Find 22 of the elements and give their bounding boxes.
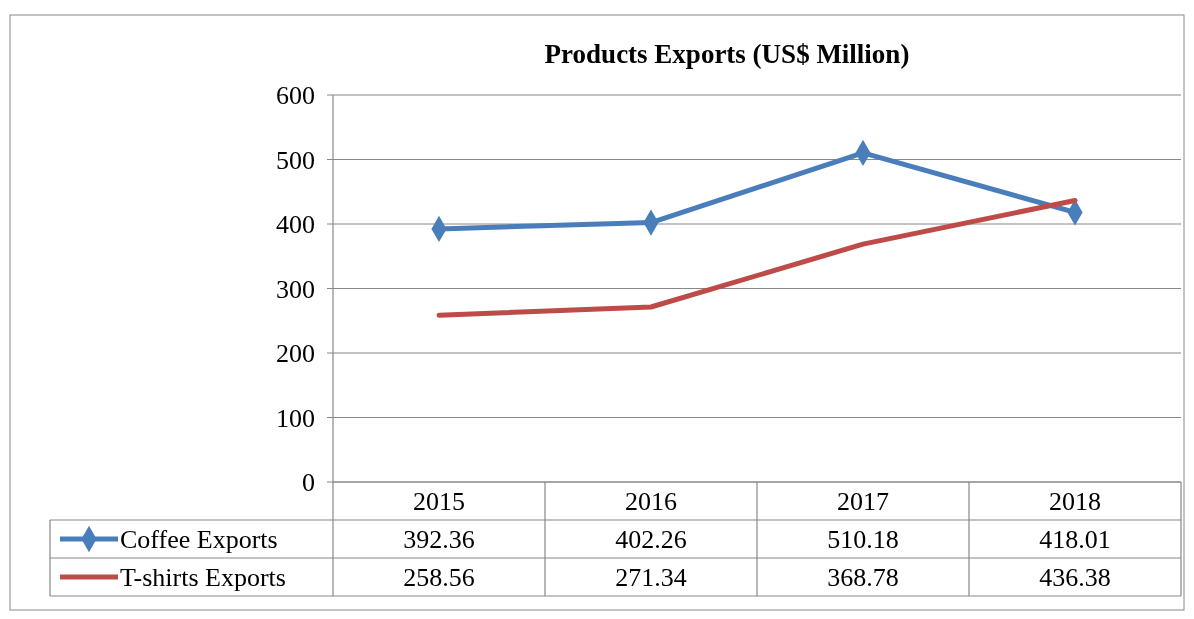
chart-title: Products Exports (US$ Million) xyxy=(544,39,910,69)
data-label: 402.26 xyxy=(615,525,687,555)
y-tick-label: 100 xyxy=(276,403,315,433)
data-label: 436.38 xyxy=(1039,563,1111,593)
legend-label: T-shirts Exports xyxy=(120,563,286,593)
y-tick-label: 300 xyxy=(276,274,315,304)
y-tick-label: 400 xyxy=(276,210,315,240)
data-label: 510.18 xyxy=(827,525,899,555)
y-tick-label: 200 xyxy=(276,339,315,369)
x-tick-label: 2017 xyxy=(837,487,889,517)
legend-label: Coffee Exports xyxy=(120,525,278,555)
y-tick-label: 600 xyxy=(276,81,315,111)
x-tick-label: 2016 xyxy=(625,487,677,517)
data-label: 368.78 xyxy=(827,563,899,593)
y-tick-label: 500 xyxy=(276,145,315,175)
data-label: 271.34 xyxy=(615,563,687,593)
x-tick-label: 2018 xyxy=(1049,487,1101,517)
data-label: 392.36 xyxy=(403,525,475,555)
y-tick-label: 0 xyxy=(302,468,315,498)
data-label: 258.56 xyxy=(403,563,475,593)
x-tick-label: 2015 xyxy=(413,487,465,517)
data-label: 418.01 xyxy=(1039,525,1111,555)
